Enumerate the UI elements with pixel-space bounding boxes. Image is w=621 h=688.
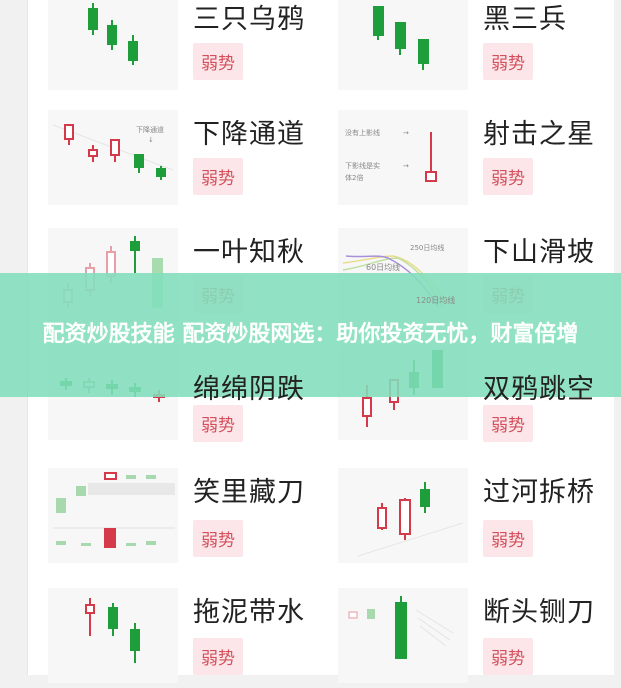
pattern-title: 过河拆桥	[483, 477, 595, 508]
trend-badge: 弱势	[483, 158, 533, 195]
trend-badge: 弱势	[193, 638, 243, 675]
candlestick-thumbnail	[338, 0, 468, 90]
ma250-label: 250日均线	[410, 243, 444, 252]
pattern-card-bridge-burning[interactable]: 过河拆桥 弱势	[338, 468, 618, 568]
pattern-title: 拖泥带水	[193, 597, 305, 628]
arrow-icon: →	[403, 129, 409, 137]
pattern-title: 下山滑坡	[483, 237, 595, 268]
candlestick-thumbnail	[48, 588, 178, 683]
banner-text: 配资炒股技能 配资炒股网选：助你投资无忧，财富倍增	[42, 322, 579, 347]
candlestick-thumbnail	[48, 0, 178, 90]
candlestick-thumbnail	[48, 468, 178, 563]
trend-badge: 弱势	[193, 43, 243, 80]
pattern-card-three-crows[interactable]: 三只乌鸦 弱势	[48, 0, 328, 95]
annotation-label: 体2倍	[345, 173, 363, 182]
trend-badge: 弱势	[483, 43, 533, 80]
pattern-title: 一叶知秋	[193, 237, 305, 268]
trend-badge: 弱势	[193, 520, 243, 557]
annotation-label: 下影线是实	[345, 161, 380, 170]
pattern-title: 射击之星	[483, 119, 595, 150]
candlestick-thumbnail	[338, 468, 468, 563]
pattern-title: 下降通道	[193, 119, 305, 150]
pattern-title: 笑里藏刀	[193, 477, 305, 508]
trend-badge: 弱势	[483, 638, 533, 675]
pattern-title: 断头铡刀	[483, 597, 595, 628]
promo-banner[interactable]: 配资炒股技能 配资炒股网选：助你投资无忧，财富倍增	[0, 273, 621, 397]
arrow-icon: →	[403, 162, 409, 170]
candlestick-thumbnail: 下降通道 ↓	[48, 110, 178, 205]
pattern-title: 黑三兵	[483, 4, 567, 35]
pattern-title: 双鸦跳空	[483, 374, 595, 405]
trend-badge: 弱势	[483, 520, 533, 557]
pattern-card-drag-mud[interactable]: 拖泥带水 弱势	[48, 588, 328, 688]
candlestick-thumbnail	[338, 588, 468, 683]
annotation-label: 没有上影线	[345, 128, 380, 137]
pattern-card-shooting-star[interactable]: 没有上影线 → 下影线是实 体2倍 → 射击之星 弱势	[338, 110, 618, 210]
ma120-label: 120日均线	[416, 296, 456, 305]
trend-badge: 弱势	[193, 158, 243, 195]
ma60-label: 60日均线	[366, 263, 401, 272]
pattern-card-guillotine[interactable]: 断头铡刀 弱势	[338, 588, 618, 688]
channel-label: 下降通道	[136, 125, 164, 134]
pattern-card-black-three-soldiers[interactable]: 黑三兵 弱势	[338, 0, 618, 95]
arrow-icon: ↓	[148, 136, 154, 144]
candlestick-thumbnail: 没有上影线 → 下影线是实 体2倍 →	[338, 110, 468, 205]
trend-badge: 弱势	[483, 405, 533, 442]
pattern-card-down-channel[interactable]: 下降通道 ↓ 下降通道 弱势	[48, 110, 328, 210]
pattern-title: 三只乌鸦	[193, 4, 305, 35]
pattern-card-hidden-dagger[interactable]: 笑里藏刀 弱势	[48, 468, 328, 568]
trend-badge: 弱势	[193, 405, 243, 442]
pattern-title: 绵绵阴跌	[193, 374, 305, 405]
